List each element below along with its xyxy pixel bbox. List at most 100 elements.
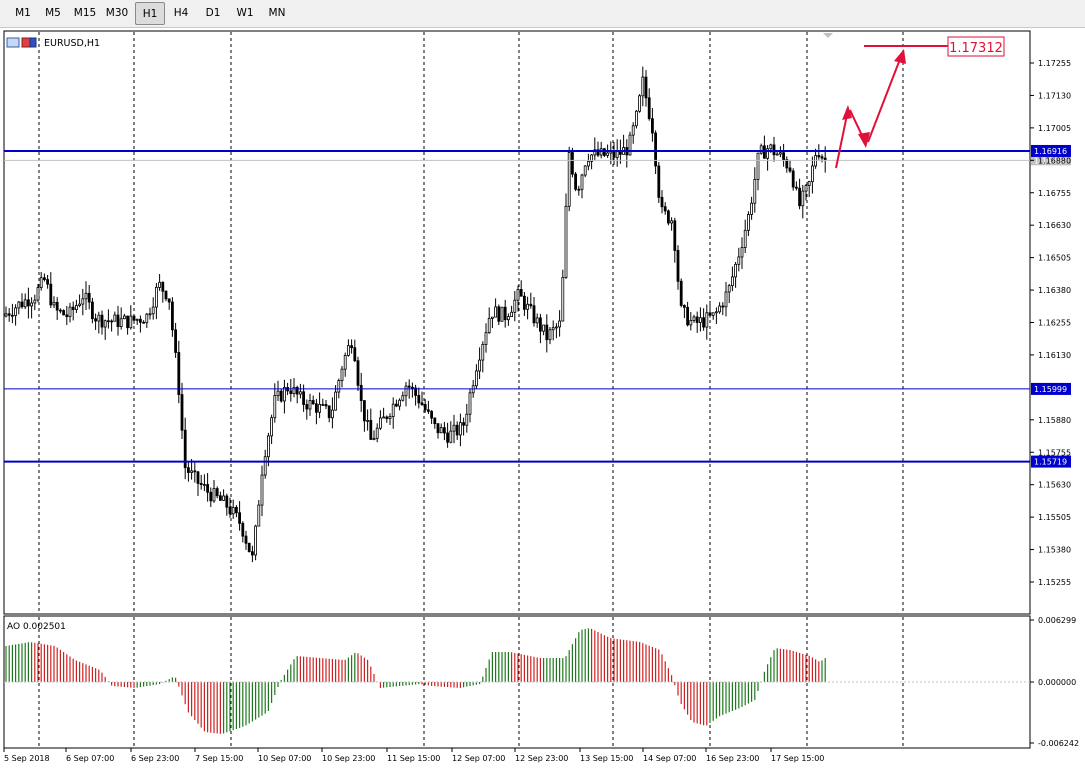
indicator-axis: 0.006299 0.000000 -0.006242: [4, 616, 1079, 748]
candle-body: [823, 157, 827, 161]
time-tick-label: 13 Sep 15:00: [580, 754, 633, 763]
candle-body: [65, 314, 69, 318]
time-tick-label: 17 Sep 15:00: [771, 754, 824, 763]
candle-body: [164, 290, 168, 300]
price-tick-label: 1.15880: [1038, 416, 1071, 425]
candle-body: [91, 301, 94, 320]
candle-body: [724, 291, 728, 308]
candle-body: [161, 281, 165, 292]
candle-body: [702, 317, 705, 328]
candle-body: [254, 525, 258, 556]
candle-body: [186, 467, 190, 473]
forecast-arrows: [835, 49, 906, 169]
candle-body: [567, 152, 571, 207]
candle-body: [110, 320, 113, 323]
candle-body: [113, 314, 117, 322]
candle-body: [59, 309, 62, 312]
candle-body: [324, 404, 328, 407]
price-tick-label: 1.15505: [1038, 513, 1071, 522]
candle-body: [775, 153, 779, 156]
candle-body: [442, 427, 446, 434]
candle-body: [798, 187, 801, 207]
candle-body: [158, 281, 162, 288]
candle-body: [462, 422, 466, 426]
indicator-label: AO 0.002501: [7, 622, 66, 632]
candle-body: [708, 312, 712, 316]
candle-body: [420, 402, 424, 405]
candle-body: [107, 320, 110, 323]
candle-body: [747, 214, 750, 231]
timeframe-m5-button[interactable]: M5: [45, 7, 61, 19]
candle-body: [731, 276, 734, 287]
candle-body: [561, 277, 565, 322]
price-tick-label: 1.16630: [1038, 221, 1071, 230]
candle-body: [510, 311, 514, 318]
target-label-box: [947, 36, 1005, 57]
candle-body: [311, 400, 315, 405]
candle-body: [359, 384, 363, 401]
price-tick-label: 1.15630: [1038, 481, 1071, 490]
price-tick-label: 1.17130: [1038, 91, 1071, 100]
candle-body: [801, 190, 805, 207]
candle-body: [94, 318, 97, 322]
candle-body: [190, 470, 194, 473]
candle-body: [548, 329, 552, 341]
candle-body: [10, 314, 14, 317]
candle-body: [683, 305, 686, 308]
candle-body: [266, 435, 270, 458]
timeframe-h1-button[interactable]: H1: [135, 2, 165, 25]
shift-marker[interactable]: [823, 33, 833, 38]
candle-body: [382, 416, 386, 419]
candle-body: [75, 305, 78, 310]
candle-body: [404, 385, 408, 397]
candle-body: [145, 313, 149, 324]
candle-body: [263, 456, 267, 476]
candle-body: [711, 312, 715, 316]
candle-body: [785, 159, 789, 169]
candle-body: [657, 165, 661, 198]
timeframe-h4-button[interactable]: H4: [173, 7, 189, 19]
chart-header: EURUSD,H1: [6, 37, 100, 49]
price-axis: 1.17255 1.17130 1.17005 1.16880 1.16755 1.166…: [1030, 59, 1071, 587]
candle-body: [423, 404, 427, 411]
time-tick-label: 5 Sep 2018: [4, 754, 50, 763]
candle-body: [436, 423, 440, 434]
timeframe-d1-button[interactable]: D1: [205, 7, 221, 19]
candle-body: [68, 306, 72, 318]
timeframe-m30-button[interactable]: M30: [105, 7, 129, 19]
price-tick-label: 1.15755: [1038, 448, 1071, 457]
candle-body: [369, 420, 373, 440]
time-tick-label: 10 Sep 07:00: [258, 754, 311, 763]
candle-body: [769, 144, 773, 150]
candle-body: [721, 305, 725, 308]
candle-body: [36, 287, 40, 301]
candle-body: [196, 471, 200, 484]
candle-body: [490, 316, 494, 319]
candle-body: [555, 326, 558, 329]
flag-icon-blue: [29, 37, 37, 48]
price-tick-label: 1.16130: [1038, 351, 1071, 360]
candle-body: [676, 250, 680, 282]
time-tick-label: 6 Sep 23:00: [131, 754, 179, 763]
timeframe-m15-button[interactable]: M15: [73, 7, 97, 19]
candle-body: [385, 416, 389, 419]
current-price-label: 1.16880: [1034, 156, 1067, 165]
candle-body: [638, 95, 641, 112]
candle-body: [587, 161, 590, 167]
candle-body: [26, 299, 30, 307]
time-axis: 5 Sep 2018 6 Sep 07:00 6 Sep 23:00 7 Sep 15…: [3, 748, 824, 763]
window-icon: [6, 37, 20, 48]
candle-body: [468, 392, 472, 415]
price-tick-label: 1.16505: [1038, 254, 1071, 263]
candle-body: [740, 247, 744, 258]
candle-body: [750, 202, 753, 215]
timeframe-mn-button[interactable]: MN: [268, 7, 286, 19]
timeframe-w1-button[interactable]: W1: [236, 7, 254, 19]
candle-body: [494, 306, 498, 318]
candle-body: [148, 313, 152, 316]
candle-body: [330, 409, 334, 419]
candle-body: [138, 318, 142, 323]
timeframe-m1-button[interactable]: M1: [15, 7, 31, 19]
candle-body: [244, 535, 248, 544]
